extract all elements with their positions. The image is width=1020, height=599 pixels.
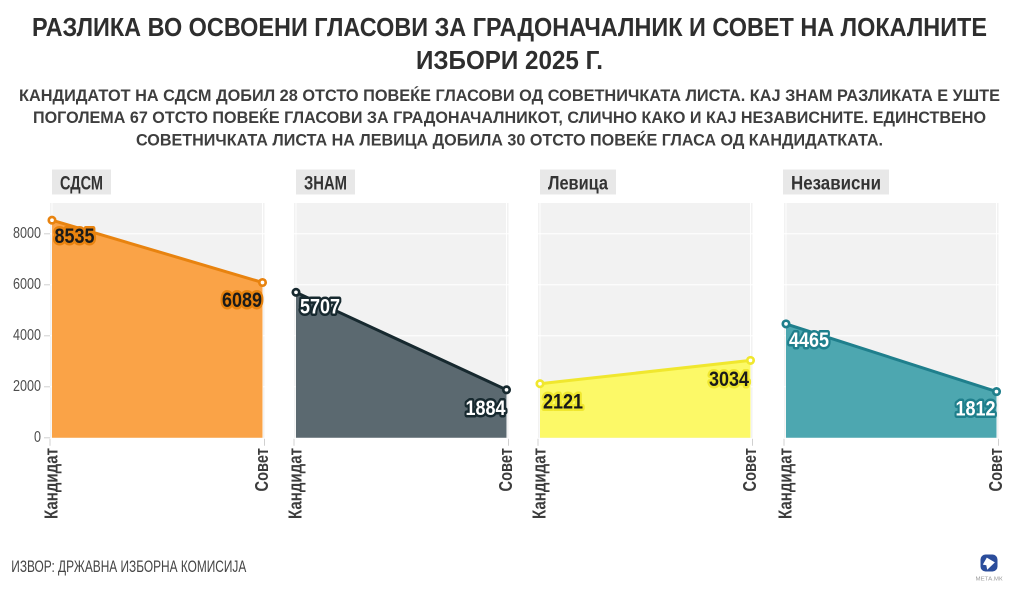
svg-text:4000: 4000 — [13, 327, 41, 344]
svg-text:ПОГОЛЕМА 67 ОТСТО ПОВЕЌЕ ГЛАСО: ПОГОЛЕМА 67 ОТСТО ПОВЕЌЕ ГЛАСОВИ ЗА ГРАД… — [33, 108, 986, 127]
svg-text:Кандидат: Кандидат — [530, 448, 550, 519]
svg-text:ЗНАМ: ЗНАМ — [304, 173, 347, 194]
svg-text:8000: 8000 — [13, 225, 41, 242]
svg-text:3034: 3034 — [709, 368, 749, 391]
svg-text:Совет: Совет — [740, 448, 760, 492]
svg-text:0: 0 — [34, 429, 41, 446]
svg-text:1884: 1884 — [466, 397, 506, 420]
svg-text:МЕТА.МК: МЕТА.МК — [976, 577, 1003, 583]
svg-text:КАНДИДАТОТ НА СДСМ ДОБИЛ 28 ОТ: КАНДИДАТОТ НА СДСМ ДОБИЛ 28 ОТСТО ПОВЕЌЕ… — [19, 86, 1000, 105]
svg-text:2121: 2121 — [543, 391, 583, 414]
svg-text:ИЗБОРИ 2025 Г.: ИЗБОРИ 2025 Г. — [416, 45, 603, 75]
svg-text:8535: 8535 — [55, 225, 95, 248]
svg-text:6089: 6089 — [222, 289, 262, 312]
svg-text:СОВЕТНИЧКАТА ЛИСТА НА ЛЕВИЦА Д: СОВЕТНИЧКАТА ЛИСТА НА ЛЕВИЦА ДОБИЛА 30 О… — [136, 130, 883, 149]
svg-text:Кандидат: Кандидат — [776, 448, 796, 519]
svg-text:1812: 1812 — [956, 398, 996, 421]
svg-text:2000: 2000 — [13, 378, 41, 395]
svg-text:Совет: Совет — [986, 448, 1006, 492]
svg-text:4465: 4465 — [789, 329, 829, 352]
svg-text:5707: 5707 — [300, 296, 340, 319]
svg-text:СДСМ: СДСМ — [60, 173, 103, 194]
svg-text:Совет: Совет — [496, 448, 516, 492]
svg-text:РАЗЛИКА ВО ОСВОЕНИ ГЛАСОВИ ЗА: РАЗЛИКА ВО ОСВОЕНИ ГЛАСОВИ ЗА ГРАДОНАЧАЛ… — [32, 12, 987, 42]
svg-text:6000: 6000 — [13, 276, 41, 293]
svg-text:Кандидат: Кандидат — [286, 448, 306, 519]
svg-text:Совет: Совет — [252, 448, 272, 492]
svg-text:ИЗВОР: ДРЖАВНА ИЗБОРНА КОМИСИЈ: ИЗВОР: ДРЖАВНА ИЗБОРНА КОМИСИЈА — [11, 558, 246, 576]
svg-text:Левица: Левица — [548, 173, 608, 194]
svg-text:Кандидат: Кандидат — [42, 448, 62, 519]
svg-text:Независни: Независни — [791, 173, 881, 194]
